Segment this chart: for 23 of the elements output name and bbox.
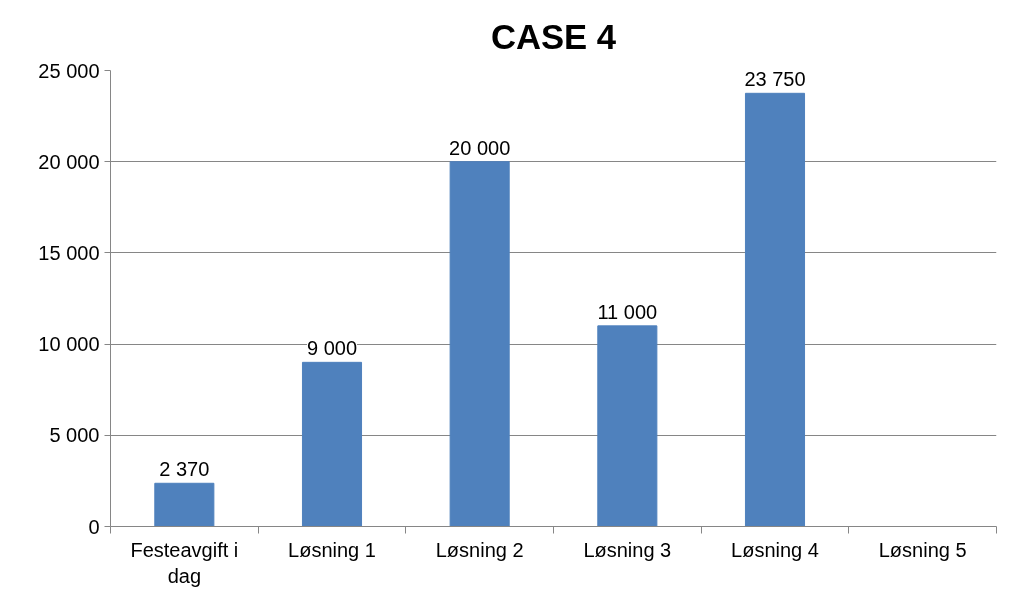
bar (301, 361, 363, 527)
bar (744, 92, 806, 527)
y-tick-label: 20 000 (38, 150, 100, 173)
x-tick-label: Løsning 2 (435, 538, 524, 561)
y-tick-label: 25 000 (38, 59, 100, 82)
x-tick-label: Løsning 5 (878, 538, 967, 561)
data-label: 20 000 (449, 136, 511, 159)
bar (449, 161, 510, 527)
x-tick-label: Løsning 1 (288, 538, 376, 561)
bar (597, 325, 658, 527)
data-label: 23 750 (744, 68, 806, 91)
y-tick-label: 15 000 (38, 241, 100, 264)
y-tick-label: 0 (88, 515, 100, 538)
x-tick-label: Festeavgift i dag (130, 538, 239, 587)
y-tick-label: 10 000 (38, 333, 100, 356)
x-tick-label: Løsning 4 (731, 538, 819, 561)
chart-title: CASE 4 (490, 17, 617, 56)
bar (154, 482, 215, 527)
data-label: 9 000 (306, 337, 358, 360)
data-label: 11 000 (597, 300, 658, 323)
data-label: 2 370 (159, 458, 210, 481)
x-tick-label: Løsning 3 (583, 538, 672, 561)
y-tick-label: 5 000 (49, 424, 100, 447)
